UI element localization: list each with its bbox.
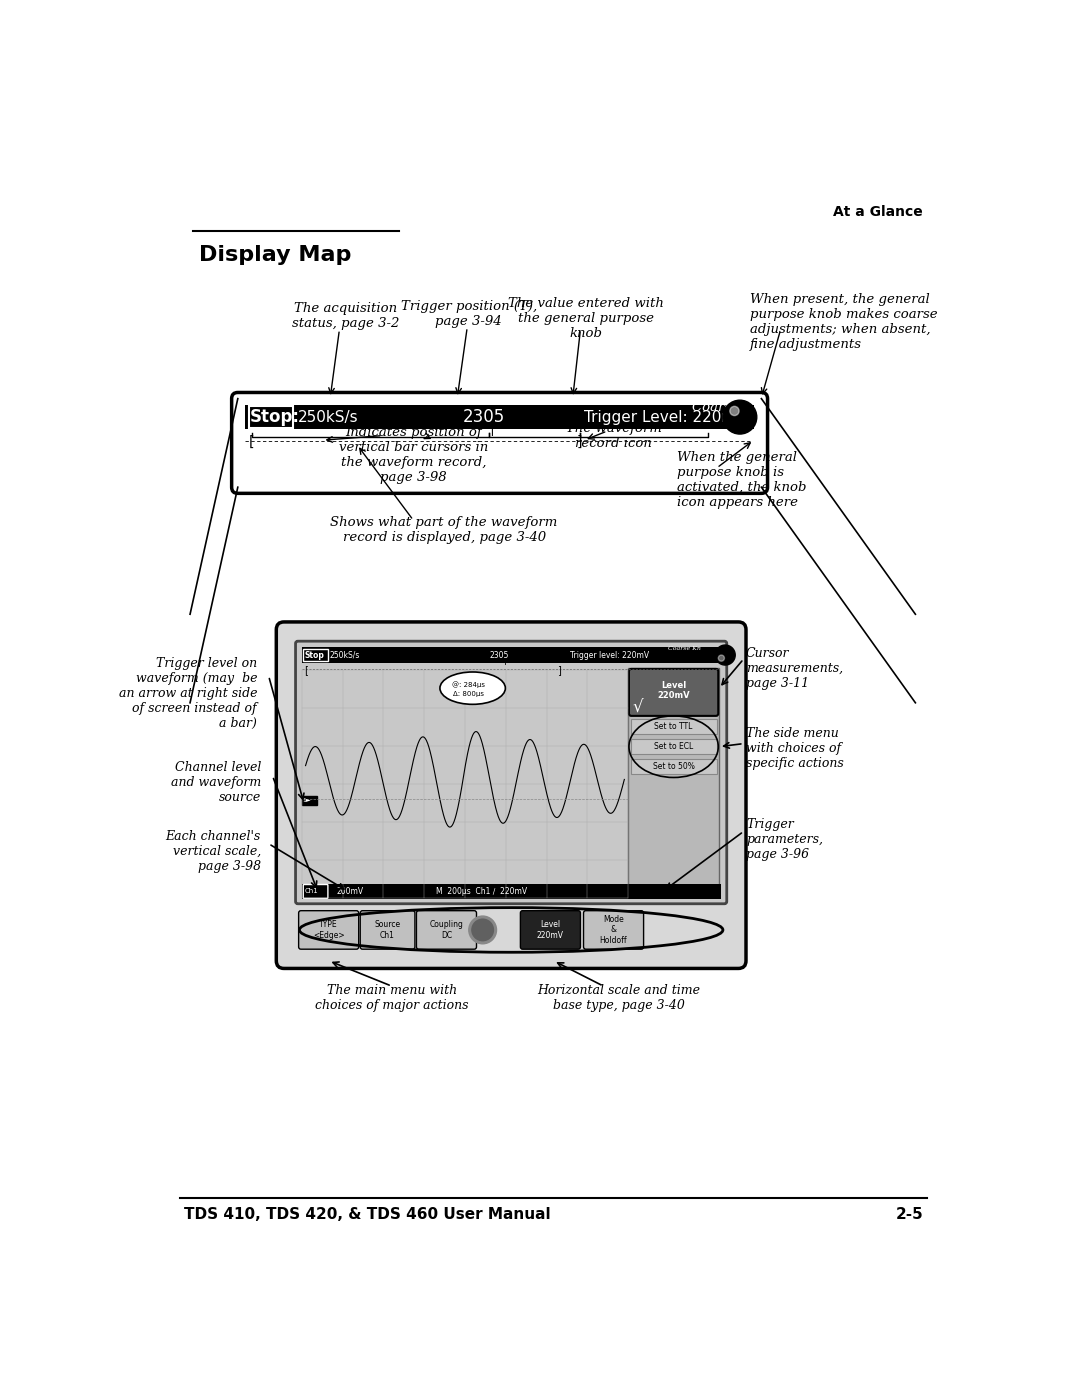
FancyBboxPatch shape bbox=[361, 911, 415, 949]
FancyBboxPatch shape bbox=[276, 622, 746, 968]
FancyBboxPatch shape bbox=[301, 796, 318, 805]
Circle shape bbox=[723, 400, 757, 434]
Ellipse shape bbox=[440, 672, 505, 704]
Text: Stop: Stop bbox=[305, 651, 324, 659]
Text: Ch1: Ch1 bbox=[305, 888, 319, 894]
FancyBboxPatch shape bbox=[631, 739, 717, 754]
Text: Δ: 800μs: Δ: 800μs bbox=[454, 692, 484, 697]
Text: The acquisition
status, page 3-2: The acquisition status, page 3-2 bbox=[292, 302, 400, 330]
Bar bbox=[303, 648, 328, 661]
FancyBboxPatch shape bbox=[521, 911, 580, 949]
Text: T: T bbox=[502, 658, 508, 666]
Text: 250kS/s: 250kS/s bbox=[329, 651, 360, 659]
Text: When the general
purpose knob is
activated, the knob
icon appears here: When the general purpose knob is activat… bbox=[677, 451, 806, 509]
Text: Coupling
DC: Coupling DC bbox=[430, 921, 463, 940]
Text: 2305: 2305 bbox=[463, 408, 505, 426]
Bar bbox=[248, 407, 294, 427]
Bar bbox=[245, 405, 754, 429]
Text: Indicates position of
vertical bar cursors in
the waveform record,
page 3-98: Indicates position of vertical bar curso… bbox=[339, 426, 488, 483]
Text: Coarse Kn: Coarse Kn bbox=[669, 647, 701, 651]
Text: Source
Ch1: Source Ch1 bbox=[374, 921, 401, 940]
Text: Level
220mV: Level 220mV bbox=[537, 921, 564, 940]
Text: Horizontal scale and time
base type, page 3-40: Horizontal scale and time base type, pag… bbox=[538, 983, 701, 1011]
Text: Coarse Kn: Coarse Kn bbox=[692, 401, 761, 415]
Text: √: √ bbox=[632, 698, 643, 717]
Text: Level
220mV: Level 220mV bbox=[658, 680, 690, 700]
Text: Set to TTL: Set to TTL bbox=[654, 722, 692, 731]
Text: Mode
&
Holdoff: Mode & Holdoff bbox=[599, 915, 627, 944]
Text: TDS 410, TDS 420, & TDS 460 User Manual: TDS 410, TDS 420, & TDS 460 User Manual bbox=[184, 1207, 551, 1222]
Text: The value entered with
the general purpose
knob: The value entered with the general purpo… bbox=[508, 298, 664, 339]
Text: When present, the general
purpose knob makes coarse
adjustments; when absent,
fi: When present, the general purpose knob m… bbox=[750, 293, 937, 351]
FancyBboxPatch shape bbox=[631, 719, 717, 735]
Text: Set to 50%: Set to 50% bbox=[652, 763, 694, 771]
Bar bbox=[301, 884, 720, 900]
Text: Trigger position (T),
page 3-94: Trigger position (T), page 3-94 bbox=[401, 300, 537, 328]
Text: The side menu
with choices of
specific actions: The side menu with choices of specific a… bbox=[746, 726, 843, 770]
Text: The main menu with
choices of major actions: The main menu with choices of major acti… bbox=[315, 983, 469, 1011]
Text: T: T bbox=[488, 427, 496, 437]
Text: At a Glance: At a Glance bbox=[834, 204, 923, 218]
FancyBboxPatch shape bbox=[631, 759, 717, 774]
Bar bbox=[301, 647, 720, 662]
Text: Trigger
parameters,
page 3-96: Trigger parameters, page 3-96 bbox=[746, 819, 823, 862]
FancyBboxPatch shape bbox=[303, 884, 328, 898]
FancyBboxPatch shape bbox=[299, 911, 359, 949]
Circle shape bbox=[730, 407, 739, 415]
Text: Display Map: Display Map bbox=[200, 244, 352, 264]
FancyBboxPatch shape bbox=[231, 393, 768, 493]
Text: [: [ bbox=[305, 665, 308, 675]
Text: 250kS/s: 250kS/s bbox=[298, 409, 359, 425]
Circle shape bbox=[715, 645, 735, 665]
Text: 200mV: 200mV bbox=[336, 887, 364, 895]
Text: 1►: 1► bbox=[302, 798, 311, 803]
Text: Stop:: Stop: bbox=[251, 408, 300, 426]
Text: The waveform
record icon: The waveform record icon bbox=[566, 422, 662, 450]
FancyBboxPatch shape bbox=[629, 669, 718, 715]
Text: ]: ] bbox=[577, 434, 582, 448]
FancyBboxPatch shape bbox=[417, 911, 476, 949]
Text: Cursor
measurements,
page 3-11: Cursor measurements, page 3-11 bbox=[746, 647, 843, 690]
Text: TYPE
<Edge>: TYPE <Edge> bbox=[313, 921, 345, 940]
Text: Set to ECL: Set to ECL bbox=[654, 742, 693, 752]
Text: Trigger level on
waveform (may  be
an arrow at right side
of screen instead of
a: Trigger level on waveform (may be an arr… bbox=[119, 657, 257, 729]
Text: ]: ] bbox=[557, 665, 562, 675]
Text: Each channel's
vertical scale,
page 3-98: Each channel's vertical scale, page 3-98 bbox=[165, 830, 261, 873]
Circle shape bbox=[718, 655, 725, 661]
Circle shape bbox=[472, 919, 494, 940]
Text: Trigger level: 220mV: Trigger level: 220mV bbox=[570, 651, 649, 659]
FancyBboxPatch shape bbox=[583, 911, 644, 949]
Text: Trigger Level: 220mV: Trigger Level: 220mV bbox=[584, 409, 747, 425]
FancyBboxPatch shape bbox=[296, 641, 727, 904]
Text: M  200μs  Ch1 ∕  220mV: M 200μs Ch1 ∕ 220mV bbox=[436, 887, 528, 895]
Text: [: [ bbox=[248, 434, 254, 448]
FancyBboxPatch shape bbox=[629, 668, 719, 895]
Text: @: 284μs: @: 284μs bbox=[453, 682, 485, 689]
Text: Channel level
and waveform
source: Channel level and waveform source bbox=[171, 760, 261, 803]
Text: Shows what part of the waveform
record is displayed, page 3-40: Shows what part of the waveform record i… bbox=[330, 515, 558, 543]
Circle shape bbox=[469, 916, 497, 944]
Text: 2-5: 2-5 bbox=[895, 1207, 923, 1222]
Text: 2305: 2305 bbox=[490, 651, 510, 659]
